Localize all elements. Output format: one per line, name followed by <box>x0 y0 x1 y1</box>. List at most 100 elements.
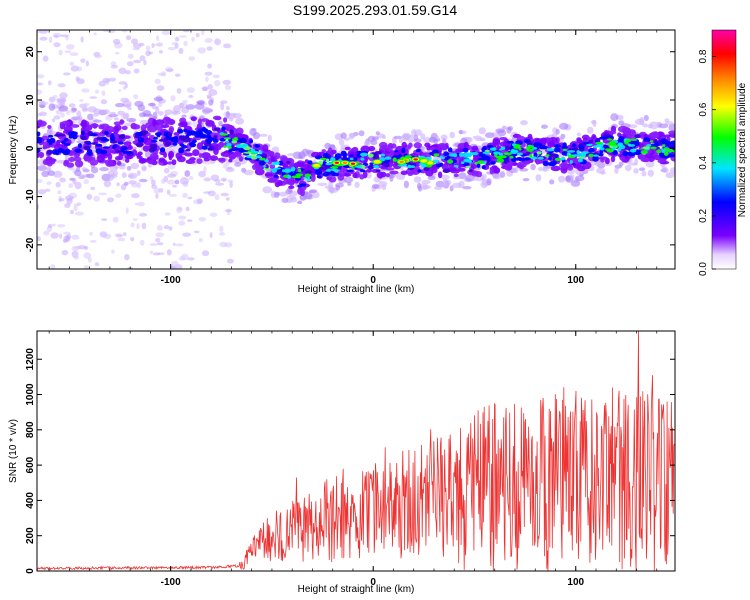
spectrogram-cell <box>577 158 583 163</box>
spectrogram-cell <box>173 132 180 136</box>
spectrogram-cell <box>441 164 449 169</box>
spectrogram-cell <box>458 129 463 135</box>
spectrogram-cell <box>69 52 79 56</box>
spectrogram-cell <box>548 156 552 161</box>
spectrogram-cell <box>48 96 56 103</box>
spectrogram-cell <box>504 145 511 151</box>
spectrogram-cell <box>48 142 53 146</box>
spectrogram-cell <box>37 148 41 153</box>
spectrogram-cell <box>596 144 604 148</box>
spectrogram-cell <box>224 209 233 213</box>
spectrogram-cell <box>493 175 502 180</box>
spectrogram-cell <box>37 74 45 79</box>
spectrogram-y-tick-label: 10 <box>25 94 36 106</box>
spectrogram-cell <box>558 175 566 183</box>
spectrogram-cell <box>229 129 234 135</box>
spectrogram-cell <box>151 179 156 186</box>
spectrogram-cell <box>304 170 313 175</box>
snr-frame <box>36 330 676 572</box>
snr-y-tick-label: 800 <box>25 421 36 438</box>
spectrogram-cell <box>496 158 505 163</box>
spectrogram-cell <box>499 148 503 151</box>
spectrogram-cell <box>52 95 58 99</box>
spectrogram-cell <box>134 100 144 107</box>
spectrogram-cell <box>94 262 100 267</box>
spectrogram-cell <box>155 238 161 243</box>
spectrogram-cell <box>51 118 56 123</box>
spectrogram-cell <box>634 134 641 139</box>
spectrogram-cell <box>413 134 419 141</box>
spectrogram-cell <box>468 169 473 173</box>
spectrogram-cell <box>262 144 269 152</box>
spectrogram-cell <box>139 55 146 61</box>
spectrogram-cell <box>115 51 120 55</box>
snr-series-line <box>37 331 675 571</box>
spectrogram-cell <box>647 169 654 177</box>
spectrogram-cell <box>641 170 647 177</box>
spectrogram-cell <box>476 162 481 169</box>
spectrogram-cell <box>73 255 80 260</box>
spectrogram-cell <box>80 135 87 141</box>
spectrogram-cell <box>57 224 66 228</box>
spectrogram-cell <box>61 140 66 144</box>
spectrogram-cell <box>254 144 261 148</box>
spectrogram-cell <box>101 218 108 222</box>
spectrogram-cell <box>532 147 538 150</box>
spectrogram-cell <box>185 206 190 212</box>
spectrogram-cell <box>53 42 61 48</box>
spectrogram-cell <box>153 187 160 194</box>
colorbar-tick-label: 0.4 <box>698 155 709 169</box>
spectrogram-cell <box>346 169 354 173</box>
spectrogram-cell <box>485 161 490 166</box>
spectrogram-cell <box>222 79 232 85</box>
spectrogram-cell <box>258 133 268 137</box>
spectrogram-cell <box>73 203 81 207</box>
spectrogram-cell <box>630 144 635 147</box>
spectrogram-cell <box>209 232 213 239</box>
spectrogram-cell <box>474 162 479 165</box>
spectrogram-cell <box>657 158 663 164</box>
spectrogram-cell <box>220 133 229 136</box>
spectrogram-cell <box>310 174 316 182</box>
spectrogram-cell <box>449 131 456 139</box>
spectrogram-cell <box>307 160 313 165</box>
spectrogram-cell <box>640 157 651 163</box>
spectrogram-y-label: Frequency (Hz) <box>8 116 19 185</box>
spectrogram-cell <box>214 79 221 87</box>
spectrogram-cell <box>296 201 303 204</box>
spectrogram-cell <box>185 148 191 152</box>
spectrogram-cell <box>421 165 427 168</box>
spectrogram-cell <box>349 133 357 139</box>
spectrogram-cell <box>203 177 211 182</box>
spectrogram-cell <box>118 67 127 75</box>
spectrogram-cell <box>413 176 422 183</box>
spectrogram-cell <box>102 77 110 83</box>
snr-x-tick-label: 100 <box>567 577 584 588</box>
spectrogram-cell <box>256 155 261 159</box>
spectrogram-cell <box>163 131 169 137</box>
spectrogram-cell <box>145 122 152 129</box>
spectrogram-cell <box>204 130 213 135</box>
spectrogram-cell <box>493 151 501 155</box>
spectrogram-cell <box>62 238 68 243</box>
spectrogram-cell <box>74 211 84 216</box>
spectrogram-cell <box>334 153 342 159</box>
spectrogram-cell <box>74 148 82 153</box>
spectrogram-cell <box>53 115 61 120</box>
spectrogram-cell <box>514 144 522 147</box>
spectrogram-cell <box>47 128 53 137</box>
spectrogram-cell <box>149 143 158 149</box>
spectrogram-cell <box>90 123 99 128</box>
spectrogram-cell <box>271 146 280 153</box>
spectrogram-cell <box>37 165 47 172</box>
spectrogram-cell <box>510 149 519 153</box>
spectrogram-cell <box>184 170 191 177</box>
spectrogram-cell <box>51 223 56 227</box>
spectrogram-cell <box>344 146 351 151</box>
spectrogram-cell <box>142 145 150 152</box>
spectrogram-cell <box>37 30 42 34</box>
spectrogram-cell <box>180 177 189 185</box>
snr-x-tick-label: -100 <box>161 577 181 588</box>
spectrogram-cell <box>610 113 619 122</box>
